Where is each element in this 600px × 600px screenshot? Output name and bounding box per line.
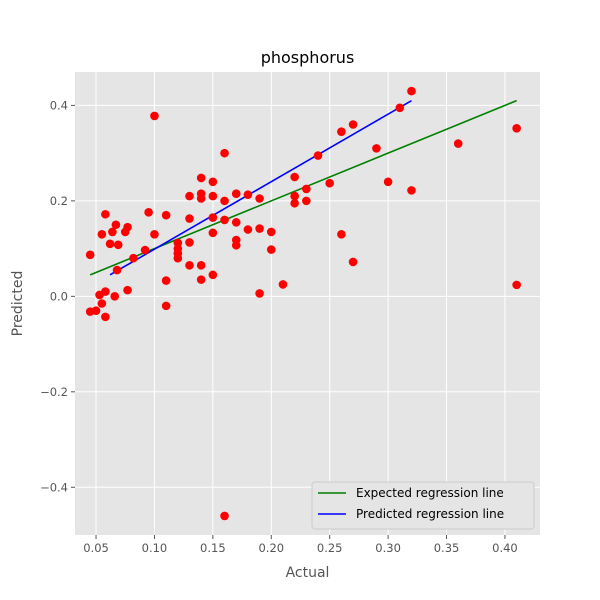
- x-axis-label: Actual: [286, 565, 330, 581]
- data-point: [220, 215, 229, 225]
- data-point: [348, 257, 358, 267]
- data-point: [196, 275, 206, 284]
- data-point: [278, 280, 288, 289]
- data-point: [325, 178, 334, 188]
- plot-background: [75, 72, 540, 535]
- grid-lines: [75, 72, 540, 535]
- data-point: [101, 209, 110, 219]
- data-point: [290, 172, 299, 182]
- data-point: [220, 148, 229, 158]
- data-point: [112, 265, 122, 275]
- data-point: [453, 139, 463, 148]
- x-tick-label: 0.25: [317, 541, 343, 555]
- data-point: [185, 191, 194, 201]
- x-axis-ticks: 0.05 0.10 0.15 0.20 0.25 0.30 0.35 0.40: [83, 535, 518, 555]
- data-point: [383, 177, 393, 187]
- data-point: [97, 299, 107, 308]
- data-point: [129, 253, 138, 263]
- x-tick-label: 0.15: [200, 541, 226, 555]
- y-axis-ticks: −0.4 −0.2 0.0 0.2 0.4: [40, 98, 75, 494]
- x-tick-label: 0.05: [83, 541, 109, 555]
- data-point: [161, 276, 171, 285]
- predicted-regression-line: [109, 99, 412, 276]
- data-point: [196, 261, 206, 270]
- data-point: [144, 208, 153, 217]
- data-point: [140, 245, 150, 255]
- data-point: [208, 270, 218, 280]
- data-point: [302, 184, 311, 194]
- data-point: [150, 111, 159, 121]
- data-point: [111, 220, 121, 230]
- data-point: [231, 218, 241, 227]
- data-point: [150, 229, 159, 239]
- x-tick-label: 0.40: [492, 541, 518, 555]
- data-point: [243, 225, 253, 234]
- y-tick-label: 0.4: [50, 98, 68, 112]
- y-tick-label: −0.2: [40, 385, 68, 399]
- data-point: [185, 261, 194, 270]
- data-point: [185, 238, 194, 247]
- data-point: [407, 86, 416, 96]
- x-tick-label: 0.30: [375, 541, 401, 555]
- data-point: [266, 227, 276, 237]
- data-point: [302, 196, 311, 206]
- x-tick-label: 0.10: [142, 541, 168, 555]
- legend-label-predicted: Predicted regression line: [356, 507, 504, 521]
- data-point: [313, 151, 323, 160]
- data-point: [208, 228, 218, 238]
- y-tick-label: 0.0: [50, 289, 68, 303]
- data-point: [105, 239, 115, 249]
- data-point: [255, 194, 264, 203]
- data-point: [85, 250, 95, 260]
- x-tick-label: 0.35: [434, 541, 460, 555]
- data-point: [196, 194, 206, 203]
- data-point: [101, 287, 110, 296]
- data-point: [91, 306, 101, 315]
- data-point: [101, 312, 110, 322]
- data-point: [196, 173, 206, 183]
- data-point: [161, 301, 171, 311]
- data-point: [208, 191, 218, 201]
- data-point: [123, 222, 132, 232]
- x-tick-label: 0.20: [258, 541, 284, 555]
- data-point: [231, 240, 241, 250]
- data-point: [266, 245, 276, 254]
- data-point: [113, 240, 123, 250]
- data-point: [173, 253, 183, 263]
- data-point: [395, 103, 405, 113]
- data-point: [208, 177, 218, 187]
- data-point: [161, 210, 171, 220]
- data-point: [372, 144, 381, 153]
- chart-title: phosphorus: [261, 48, 355, 67]
- data-point: [290, 191, 299, 201]
- y-tick-label: −0.4: [40, 480, 68, 494]
- data-point: [97, 229, 107, 239]
- data-point: [255, 289, 264, 298]
- legend: Expected regression line Predicted regre…: [311, 481, 535, 530]
- data-point: [512, 280, 521, 290]
- data-point: [208, 213, 218, 222]
- data-point: [348, 120, 358, 129]
- y-tick-label: 0.2: [50, 194, 68, 208]
- data-point: [255, 224, 264, 233]
- data-point: [290, 198, 299, 208]
- data-point: [243, 190, 253, 199]
- data-point: [512, 124, 521, 133]
- legend-box: [311, 481, 535, 530]
- data-point: [337, 127, 346, 136]
- data-points: [85, 86, 521, 521]
- data-point: [110, 292, 120, 301]
- data-point: [123, 285, 132, 295]
- data-point: [407, 186, 416, 195]
- y-axis-label: Predicted: [10, 271, 26, 337]
- data-point: [231, 189, 241, 199]
- data-point: [220, 511, 229, 521]
- data-point: [108, 227, 117, 237]
- data-point: [185, 214, 194, 223]
- legend-label-expected: Expected regression line: [356, 486, 504, 500]
- data-point: [337, 229, 346, 239]
- data-point: [220, 196, 229, 206]
